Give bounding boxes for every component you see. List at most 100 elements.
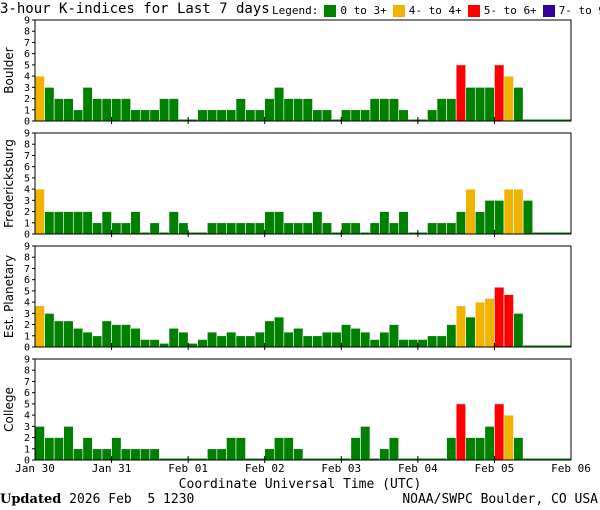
bar-est-planetary-1	[44, 313, 55, 348]
bar-fredericksburg-11	[140, 232, 150, 234]
y-tick-label-boulder-9: 9	[24, 16, 30, 27]
bar-est-planetary-29	[312, 335, 323, 348]
bar-college-22	[245, 458, 256, 460]
x-tick-label-3: Feb 02	[245, 462, 285, 475]
bar-boulder-51	[523, 119, 533, 121]
bar-est-planetary-5	[82, 331, 93, 348]
y-tick-label-fredericksburg-4: 4	[24, 185, 30, 196]
bar-college-5	[82, 437, 93, 461]
bar-boulder-49	[503, 75, 514, 122]
data-source: NOAA/SWPC Boulder, CO USA	[402, 492, 598, 507]
y-tick-label-fredericksburg-0: 0	[24, 230, 30, 241]
bar-fredericksburg-34	[360, 232, 370, 234]
bar-college-45	[465, 437, 476, 461]
bar-boulder-11	[139, 109, 151, 122]
bar-boulder-54	[551, 119, 562, 121]
bar-est-planetary-24	[264, 320, 275, 348]
bar-fredericksburg-39	[408, 232, 418, 234]
bar-boulder-33	[350, 109, 361, 122]
bar-boulder-3	[63, 98, 74, 122]
bar-boulder-48	[494, 64, 505, 122]
bar-college-52	[532, 458, 543, 460]
bar-boulder-5	[82, 87, 93, 122]
bar-boulder-36	[379, 98, 390, 122]
bar-fredericksburg-1	[44, 211, 55, 235]
bar-fredericksburg-23	[254, 222, 266, 235]
bar-boulder-1	[44, 87, 55, 122]
bar-boulder-44	[455, 64, 467, 122]
bar-boulder-31	[331, 119, 342, 121]
bar-fredericksburg-7	[101, 211, 112, 235]
bar-boulder-40	[417, 119, 428, 121]
bar-college-36	[379, 448, 390, 461]
bar-college-51	[523, 458, 533, 460]
bar-fredericksburg-13	[159, 232, 169, 234]
bar-boulder-2	[53, 98, 65, 122]
bar-college-27	[293, 448, 304, 461]
y-tick-label-fredericksburg-8: 8	[24, 140, 30, 151]
bar-fredericksburg-18	[206, 222, 218, 235]
bar-fredericksburg-42	[436, 222, 447, 235]
bar-college-26	[283, 437, 294, 461]
chart-title: 3-hour K-indices for Last 7 days	[0, 1, 270, 17]
bar-est-planetary-40	[417, 339, 428, 348]
y-tick-label-boulder-0: 0	[24, 117, 30, 128]
bar-est-planetary-33	[350, 327, 361, 348]
bar-fredericksburg-46	[474, 211, 486, 235]
bar-boulder-43	[446, 98, 457, 122]
bar-fredericksburg-54	[551, 232, 562, 234]
bar-fredericksburg-41	[427, 222, 438, 235]
bar-est-planetary-35	[369, 339, 380, 348]
y-tick-label-fredericksburg-3: 3	[24, 196, 30, 207]
panel-frame-est-planetary	[34, 245, 572, 348]
legend-swatch-yellow	[392, 4, 405, 17]
bar-boulder-46	[474, 87, 486, 122]
bar-boulder-7	[101, 98, 112, 122]
bar-est-planetary-45	[465, 316, 476, 348]
bar-college-55	[561, 458, 571, 460]
k-index-chart: 0123456789Boulder0123456789Fredericksbur…	[2, 16, 591, 476]
y-tick-label-college-1: 1	[24, 444, 30, 455]
bar-fredericksburg-47	[484, 200, 495, 235]
bar-est-planetary-39	[407, 339, 419, 348]
y-tick-label-boulder-2: 2	[24, 94, 30, 105]
bar-college-15	[178, 458, 189, 460]
bar-fredericksburg-17	[197, 232, 208, 234]
bar-est-planetary-37	[388, 324, 400, 348]
legend-item-0-3: 0 to 3+	[340, 4, 387, 17]
bar-college-9	[120, 448, 132, 461]
bar-college-10	[130, 448, 141, 461]
bar-est-planetary-52	[532, 345, 543, 347]
y-tick-label-boulder-7: 7	[24, 38, 30, 49]
y-tick-label-college-5: 5	[24, 399, 30, 410]
bar-est-planetary-3	[63, 320, 74, 348]
bar-college-19	[216, 448, 227, 461]
bar-est-planetary-7	[101, 320, 112, 348]
updated-value: 2026 Feb 5 1230	[61, 492, 195, 507]
bar-boulder-26	[283, 98, 294, 122]
bar-fredericksburg-29	[312, 211, 323, 235]
bar-boulder-25	[273, 87, 285, 122]
bar-fredericksburg-15	[178, 222, 189, 235]
bar-est-planetary-13	[159, 342, 170, 348]
y-tick-label-college-8: 8	[24, 366, 30, 377]
bar-boulder-16	[188, 119, 198, 121]
bar-est-planetary-20	[226, 331, 237, 348]
bar-boulder-39	[408, 119, 418, 121]
bar-est-planetary-27	[293, 327, 304, 348]
legend-item-5-6: 5- to 6+	[483, 4, 537, 17]
y-tick-label-college-9: 9	[24, 355, 30, 366]
bar-college-11	[139, 448, 151, 461]
legend-swatch-green	[324, 4, 337, 17]
bar-boulder-21	[235, 98, 246, 122]
bar-fredericksburg-28	[302, 222, 313, 235]
bar-boulder-9	[120, 98, 132, 122]
bar-fredericksburg-43	[446, 222, 457, 235]
bar-est-planetary-36	[379, 331, 390, 348]
bar-boulder-14	[168, 98, 179, 122]
x-axis-title: Coordinate Universal Time (UTC)	[178, 477, 422, 492]
bar-college-14	[169, 458, 179, 460]
y-tick-label-college-3: 3	[24, 422, 30, 433]
bar-college-2	[53, 437, 65, 461]
bar-boulder-38	[398, 109, 409, 122]
